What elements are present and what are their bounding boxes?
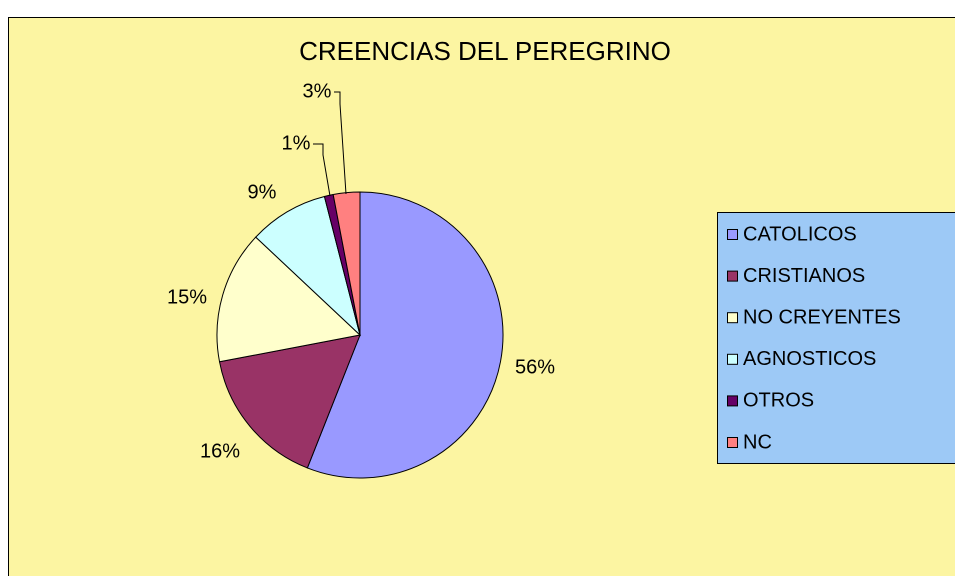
pie-slice (306, 191, 504, 479)
pie-slice (332, 191, 361, 336)
pie-slice (255, 195, 361, 337)
legend-label: NC (743, 431, 772, 453)
legend-label: NO CREYENTES (743, 306, 901, 328)
data-label: 15% (167, 286, 207, 308)
data-label: 16% (200, 440, 240, 462)
pie-slice (218, 334, 361, 469)
data-label: 1% (282, 132, 311, 154)
legend-label: OTROS (743, 390, 814, 412)
legend-label: CRISTIANOS (743, 265, 865, 287)
chart-title: CREENCIAS DEL PEREGRINO (299, 36, 671, 66)
leader-line (313, 143, 331, 197)
data-label: 3% (303, 80, 332, 102)
data-label: 9% (248, 181, 277, 203)
legend-label: CATOLICOS (743, 223, 857, 245)
pie-slice (216, 236, 362, 363)
legend-swatch (727, 437, 738, 448)
legend-swatch (727, 312, 738, 324)
legend (717, 212, 955, 464)
legend-swatch (727, 395, 738, 407)
leader-line (334, 91, 347, 195)
legend-swatch (727, 229, 738, 240)
legend-swatch (727, 270, 738, 282)
data-label: 56% (515, 356, 555, 378)
legend-label: AGNOSTICOS (743, 348, 876, 370)
legend-swatch (727, 353, 738, 365)
